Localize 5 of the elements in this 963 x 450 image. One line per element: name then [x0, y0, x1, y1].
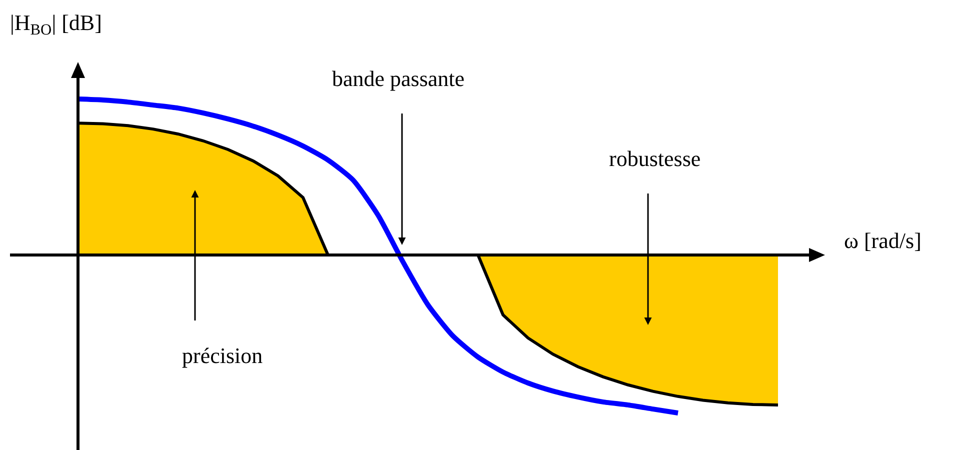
annotation: précision — [182, 343, 263, 368]
text: bande passante — [332, 66, 465, 91]
annotation: robustesse — [609, 146, 701, 171]
y-axis-title: |H$_{BO}$| [dB] — [10, 10, 102, 39]
x-axis-title: ω [rad/s] — [844, 228, 922, 253]
